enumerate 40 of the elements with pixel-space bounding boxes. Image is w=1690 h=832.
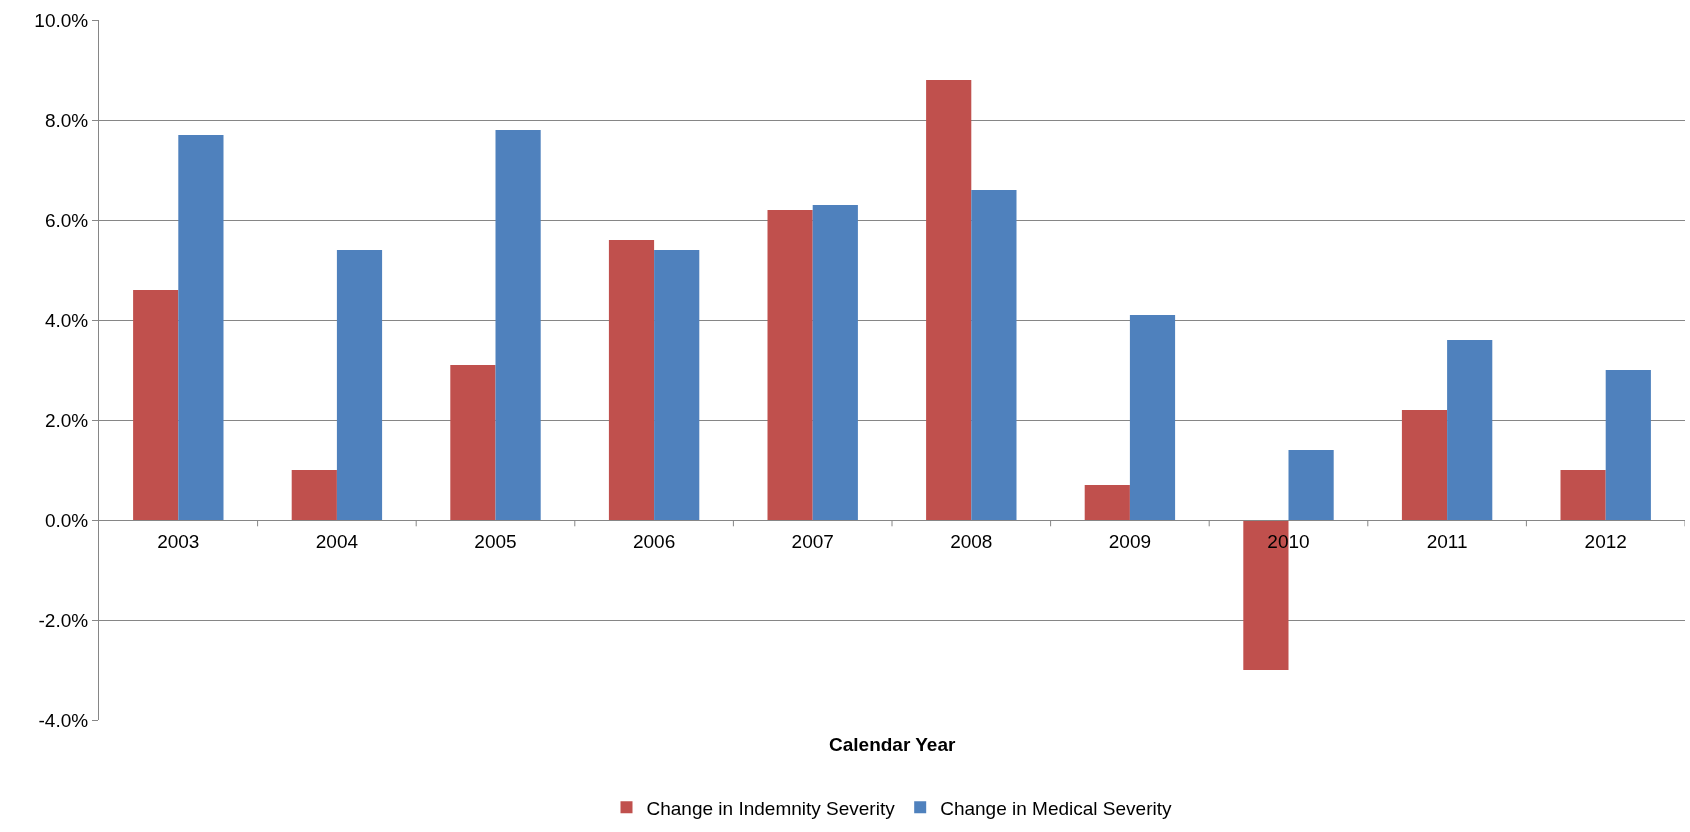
y-tick-label: 6.0% <box>44 209 89 231</box>
bar <box>133 290 179 520</box>
x-tick-label: 2005 <box>474 530 517 552</box>
bar <box>450 365 496 520</box>
bar <box>1401 410 1448 520</box>
bar <box>767 210 813 520</box>
y-tick-label: 4.0% <box>44 309 89 331</box>
x-tick-label: 2007 <box>791 530 834 552</box>
x-tick-label: 2010 <box>1267 530 1310 552</box>
x-tick-label: 2012 <box>1584 530 1627 552</box>
x-tick-label: 2009 <box>1108 530 1152 552</box>
bar <box>1084 485 1130 520</box>
y-tick-label: 0.0% <box>44 509 89 531</box>
x-tick-label: 2004 <box>315 530 359 552</box>
x-tick-label: 2006 <box>632 530 676 552</box>
bar <box>971 190 1017 520</box>
y-tick-label: 8.0% <box>44 109 89 131</box>
x-tick-label: 2008 <box>950 530 993 552</box>
legend-label: Change in Indemnity Severity <box>646 797 896 819</box>
y-tick-label: 2.0% <box>44 409 89 431</box>
x-axis-title: Calendar Year <box>829 734 956 755</box>
y-tick-label: -2.0% <box>38 609 89 631</box>
legend-label: Change in Medical Severity <box>940 797 1172 819</box>
bar <box>1560 470 1606 520</box>
bar <box>1129 315 1176 520</box>
bar <box>1447 340 1493 520</box>
bar <box>926 80 972 520</box>
bar <box>1605 370 1651 520</box>
y-tick-label: -4.0% <box>38 709 89 731</box>
bar <box>178 135 224 520</box>
x-tick-label: 2011 <box>1426 530 1468 552</box>
bar <box>495 130 541 520</box>
bar <box>336 250 383 520</box>
x-tick-label: 2003 <box>157 530 200 552</box>
bar <box>654 250 700 520</box>
bar <box>1288 450 1334 520</box>
bar <box>608 240 655 520</box>
bar <box>812 205 858 520</box>
y-tick-label: 10.0% <box>34 9 89 31</box>
bar <box>291 470 337 520</box>
